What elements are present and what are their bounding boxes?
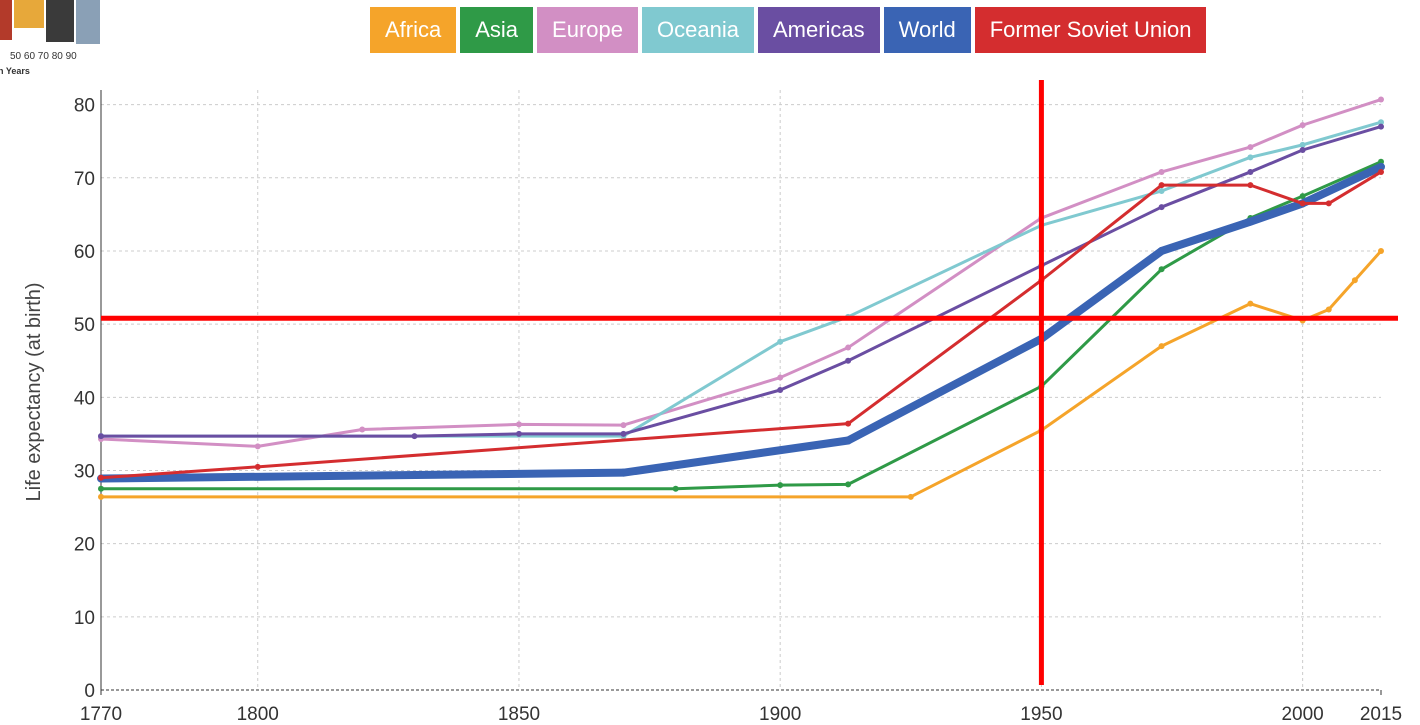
data-point — [845, 344, 852, 351]
data-point — [1299, 122, 1306, 129]
data-point — [1299, 193, 1306, 200]
legend-button[interactable]: Americas — [757, 7, 880, 53]
data-point — [620, 422, 627, 429]
y-tick-label: 30 — [74, 461, 95, 482]
x-tick-label: 1850 — [498, 704, 540, 725]
data-point — [1378, 96, 1384, 103]
x-tick-label: 1900 — [759, 704, 801, 725]
data-point — [1378, 247, 1384, 254]
data-point — [1299, 141, 1306, 148]
data-point — [777, 482, 784, 489]
y-tick-label: 70 — [74, 169, 95, 190]
logo: 50 60 70 80 90 n Years — [0, 0, 100, 76]
data-point — [98, 474, 104, 481]
data-point — [1158, 182, 1165, 189]
data-point — [1351, 277, 1358, 284]
data-point — [1325, 306, 1332, 313]
y-tick-label: 50 — [74, 315, 95, 336]
x-tick-label: 1950 — [1020, 704, 1062, 725]
data-point — [845, 420, 852, 427]
y-axis-label: Life expectancy (at birth) — [23, 283, 45, 502]
x-tick-label: 1800 — [237, 704, 279, 725]
data-point — [98, 493, 104, 500]
data-point — [1157, 246, 1166, 255]
data-point — [907, 493, 914, 500]
data-point — [620, 430, 627, 437]
data-point — [844, 436, 853, 445]
logo-figure — [14, 0, 44, 28]
logo-figure — [0, 0, 12, 40]
data-point — [1247, 182, 1254, 189]
data-point — [1378, 123, 1384, 130]
data-point — [1158, 204, 1165, 211]
logo-scale: 50 60 70 80 90 — [10, 51, 77, 62]
data-point — [1378, 168, 1384, 175]
legend-button[interactable]: Europe — [537, 7, 638, 53]
y-tick-label: 0 — [84, 681, 95, 702]
data-point — [515, 430, 522, 437]
data-point — [845, 481, 852, 488]
logo-figure — [76, 0, 100, 44]
logo-figure — [46, 0, 74, 42]
y-tick-label: 20 — [74, 535, 95, 556]
data-point — [1325, 200, 1332, 207]
y-tick-label: 60 — [74, 242, 95, 263]
data-point — [1378, 119, 1384, 126]
series-line — [101, 249, 1383, 499]
data-point — [1246, 217, 1255, 226]
data-point — [254, 463, 261, 470]
data-point — [1299, 147, 1306, 153]
y-tick-label: 80 — [74, 96, 95, 117]
legend-button[interactable]: Oceania — [642, 7, 754, 53]
legend-button[interactable]: World — [883, 7, 971, 53]
data-point — [1299, 200, 1306, 207]
data-point — [359, 426, 366, 433]
data-point — [1247, 168, 1254, 175]
data-point — [777, 374, 784, 381]
data-point — [845, 357, 852, 364]
data-point — [777, 338, 784, 345]
data-point — [1158, 187, 1165, 194]
data-point — [98, 433, 104, 440]
legend-button[interactable]: Former Soviet Union — [974, 7, 1207, 53]
data-point — [672, 485, 679, 492]
logo-caption: n Years — [0, 66, 30, 76]
data-point — [1377, 162, 1385, 171]
data-point — [1247, 154, 1254, 161]
series-line — [100, 170, 1382, 480]
data-point — [1158, 168, 1165, 175]
data-point — [98, 485, 104, 492]
data-point — [411, 433, 418, 440]
data-point — [619, 468, 628, 477]
legend: Africa Asia Europe Oceania Americas World Form… — [370, 7, 1207, 53]
data-point — [1158, 266, 1165, 273]
legend-button[interactable]: Asia — [460, 7, 534, 53]
series-line — [100, 98, 1382, 448]
data-point — [254, 443, 261, 450]
legend-button[interactable]: Africa — [370, 7, 457, 53]
data-point — [777, 387, 784, 393]
series-line — [100, 163, 1383, 483]
x-tick-label: 2015 — [1360, 704, 1402, 725]
y-tick-label: 40 — [74, 388, 95, 409]
x-tick-label: 2000 — [1281, 704, 1323, 725]
data-point — [1158, 343, 1165, 350]
x-tick-label: 1770 — [80, 704, 122, 725]
data-point — [515, 421, 522, 428]
data-point — [1247, 144, 1254, 151]
data-point — [1247, 300, 1254, 307]
y-tick-label: 10 — [74, 608, 95, 629]
